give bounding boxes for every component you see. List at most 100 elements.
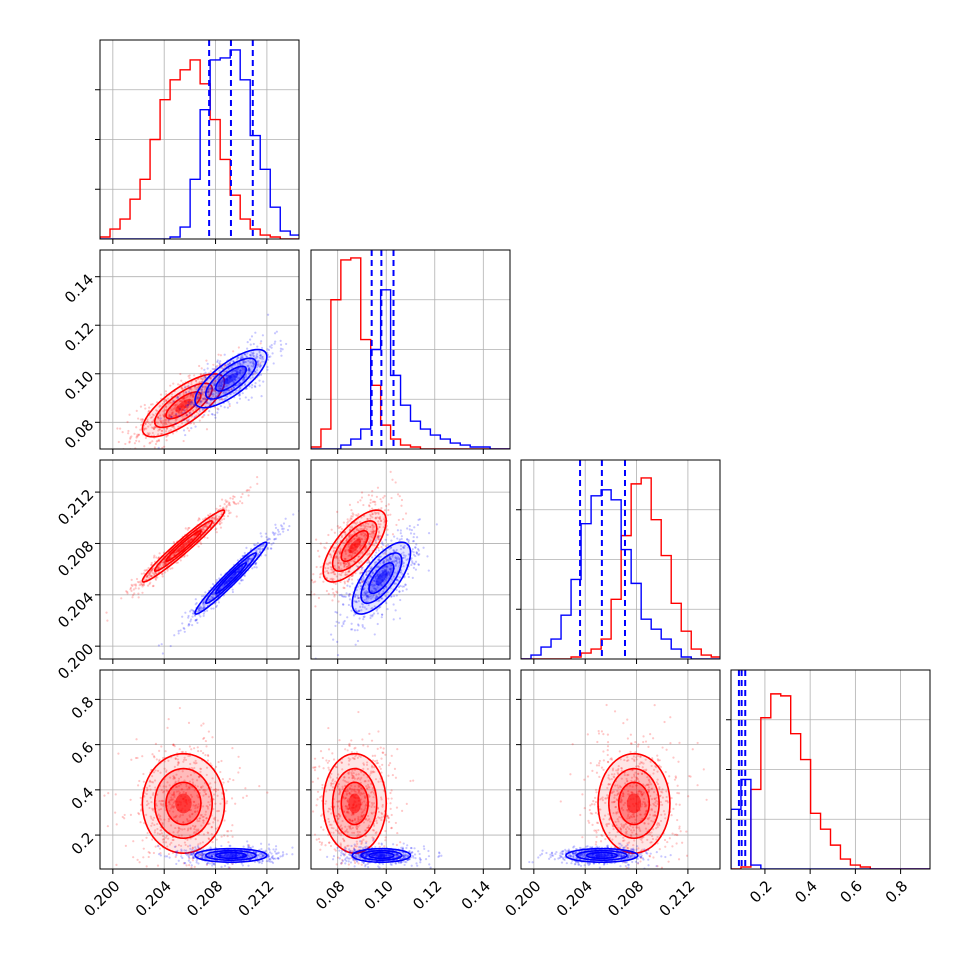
red-sample-point bbox=[178, 412, 181, 416]
red-sample-point bbox=[165, 405, 168, 408]
red-sample-point bbox=[223, 365, 226, 368]
blue-sample-point bbox=[244, 384, 247, 387]
blue-sample-point bbox=[372, 583, 375, 586]
red-sample-point bbox=[211, 736, 214, 739]
red-sample-point bbox=[177, 780, 180, 783]
blue-sample-point bbox=[201, 408, 204, 412]
red-sample-point bbox=[208, 518, 211, 521]
blue-sample-point bbox=[160, 643, 163, 646]
red-sample-point bbox=[143, 482, 145, 484]
red-sample-point bbox=[157, 416, 160, 419]
blue-sample-point bbox=[347, 603, 350, 607]
red-sample-point bbox=[216, 810, 219, 813]
red-sample-point bbox=[220, 379, 223, 382]
red-sample-point bbox=[167, 415, 171, 418]
red-sample-point bbox=[190, 388, 193, 391]
blue-sample-point bbox=[395, 594, 398, 597]
red-sample-point bbox=[201, 530, 204, 534]
red-sample-point bbox=[202, 794, 205, 797]
blue-sample-point bbox=[221, 387, 224, 391]
blue-sample-point bbox=[195, 601, 198, 605]
red-sample-point bbox=[183, 756, 186, 759]
blue-sample-point bbox=[277, 530, 280, 533]
red-sample-point bbox=[191, 859, 195, 862]
red-sample-point bbox=[169, 462, 171, 464]
red-sample-point bbox=[201, 393, 204, 396]
blue-sample-point bbox=[269, 547, 273, 550]
red-sample-point bbox=[301, 584, 303, 586]
blue-sample-point bbox=[243, 376, 246, 379]
blue-sample-point bbox=[175, 862, 178, 866]
red-sample-point bbox=[135, 426, 138, 429]
red-sample-point bbox=[155, 758, 158, 761]
red-sample-point bbox=[375, 535, 379, 538]
blue-sample-point bbox=[249, 377, 252, 380]
blue-sample-point bbox=[183, 386, 187, 389]
blue-sample-point bbox=[246, 560, 250, 563]
red-sample-point bbox=[217, 760, 220, 764]
red-sample-point bbox=[373, 511, 376, 514]
red-sample-point bbox=[228, 504, 232, 507]
red-sample-point bbox=[179, 411, 183, 414]
red-sample-point bbox=[339, 547, 342, 550]
blue-sample-point bbox=[279, 339, 282, 342]
red-sample-point bbox=[166, 845, 169, 848]
blue-sample-point bbox=[282, 530, 285, 533]
red-sample-point bbox=[214, 790, 217, 793]
red-sample-point bbox=[396, 493, 400, 496]
blue-sample-point bbox=[292, 513, 295, 516]
blue-sample-point bbox=[392, 603, 395, 606]
blue-sample-point bbox=[357, 623, 360, 626]
red-sample-point bbox=[223, 895, 225, 897]
blue-sample-point bbox=[207, 372, 211, 375]
red-sample-point bbox=[169, 807, 173, 810]
red-sample-point bbox=[188, 376, 191, 380]
blue-sample-point bbox=[248, 854, 251, 857]
red-sample-point bbox=[203, 790, 206, 794]
red-sample-point bbox=[360, 560, 363, 563]
red-sample-point bbox=[162, 561, 166, 564]
blue-sample-point bbox=[177, 397, 180, 400]
red-sample-point bbox=[364, 536, 367, 539]
red-sample-point bbox=[351, 515, 354, 518]
blue-sample-point bbox=[255, 369, 259, 372]
blue-sample-point bbox=[384, 594, 387, 597]
red-sample-point bbox=[152, 851, 156, 855]
red-sample-point bbox=[188, 853, 191, 856]
red-sample-point bbox=[103, 794, 106, 797]
blue-sample-point bbox=[355, 588, 358, 592]
red-sample-point bbox=[226, 835, 229, 838]
red-sample-point bbox=[242, 880, 244, 882]
blue-sample-point bbox=[198, 609, 201, 612]
red-sample-point bbox=[325, 541, 328, 544]
blue-sample-point bbox=[221, 385, 224, 388]
blue-sample-point bbox=[389, 570, 393, 573]
red-sample-point bbox=[157, 433, 160, 436]
blue-sample-point bbox=[273, 533, 276, 536]
blue-sample-point bbox=[194, 846, 197, 849]
red-sample-point bbox=[259, 342, 262, 345]
red-sample-point bbox=[155, 409, 158, 412]
red-sample-point bbox=[190, 401, 194, 404]
red-sample-point bbox=[340, 535, 343, 539]
blue-sample-point bbox=[374, 554, 377, 557]
blue-sample-point bbox=[381, 541, 384, 544]
red-sample-point bbox=[221, 777, 224, 781]
blue-sample-point bbox=[407, 575, 410, 579]
red-sample-point bbox=[152, 414, 155, 417]
red-sample-point bbox=[168, 801, 171, 804]
red-sample-point bbox=[343, 563, 346, 566]
red-sample-point bbox=[359, 546, 362, 549]
red-sample-point bbox=[242, 796, 245, 799]
red-sample-point bbox=[159, 802, 162, 805]
red-sample-point bbox=[214, 379, 217, 383]
blue-sample-point bbox=[380, 616, 383, 619]
blue-sample-point bbox=[246, 365, 249, 368]
panel-2-1 bbox=[301, 459, 511, 664]
red-sample-point bbox=[232, 500, 235, 503]
red-sample-point bbox=[151, 753, 154, 756]
red-sample-point bbox=[368, 505, 371, 508]
red-sample-point bbox=[366, 518, 369, 521]
red-sample-point bbox=[193, 825, 196, 829]
red-sample-point bbox=[207, 390, 210, 393]
